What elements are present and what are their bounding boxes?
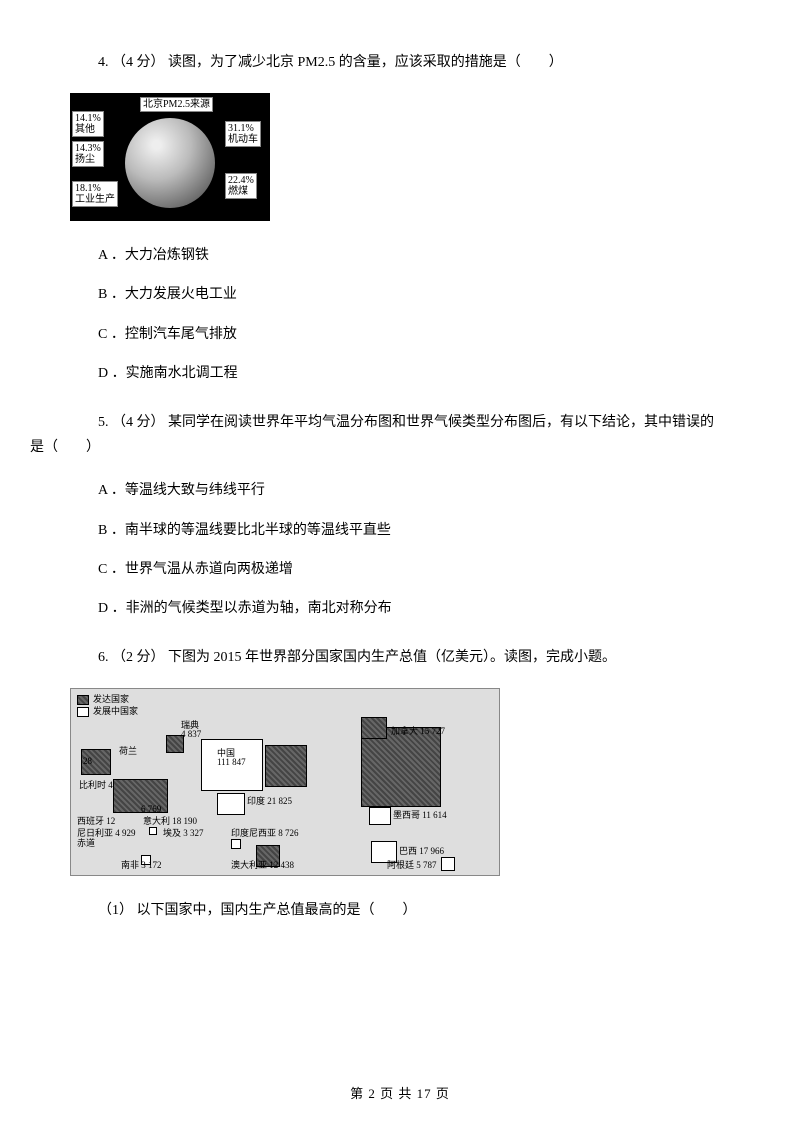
box-sweden: [166, 735, 184, 753]
c-italy: 意大利 18 190: [143, 817, 197, 826]
page-footer: 第 2 页 共 17 页: [0, 1083, 800, 1102]
c-netherlands: 荷兰: [119, 747, 137, 756]
q5-option-c: C ．世界气温从赤道向两极递增: [70, 557, 730, 582]
c-canada: 加拿大 15 727: [391, 727, 445, 736]
legend-label-developing: 发展中国家: [93, 707, 138, 716]
pie-label-4: 22.4%燃煤: [225, 173, 257, 199]
legend-box-developed: [77, 695, 89, 705]
c-brazil: 巴西 17 966: [399, 847, 444, 856]
q6-text: 下图为 2015 年世界部分国家国内生产总值（亿美元）。读图，完成小题。: [168, 650, 616, 665]
c-china: 中国111 847: [217, 749, 246, 767]
q4-stem: 4. （4 分） 读图，为了减少北京 PM2.5 的含量，应该采取的措施是（ ）: [70, 50, 730, 75]
pie-label-0: 14.1%其他: [72, 111, 104, 137]
c-belgium: 比利时 4: [79, 781, 113, 790]
q6-sub1-text: 以下国家中，国内生产总值最高的是（ ）: [137, 903, 417, 918]
pie-title: 北京PM2.5来源: [140, 97, 213, 112]
c-28: 28: [83, 757, 92, 766]
box-japan: [265, 745, 307, 787]
q4-number: 4.: [98, 55, 109, 70]
q4-text: 读图，为了减少北京 PM2.5 的含量，应该采取的措施是（ ）: [168, 55, 563, 70]
c-indonesia: 印度尼西亚 8 726: [231, 829, 299, 838]
pie-label-2: 18.1%工业生产: [72, 181, 118, 207]
question-5: 5. （4 分） 某同学在阅读世界年平均气温分布图和世界气候类型分布图后，有以下…: [70, 410, 730, 621]
c-aus: 澳大利亚 12 438: [231, 861, 294, 870]
c-spain: 西班牙 12: [77, 817, 115, 826]
q4-option-c: C ．控制汽车尾气排放: [70, 322, 730, 347]
question-6: 6. （2 分） 下图为 2015 年世界部分国家国内生产总值（亿美元）。读图，…: [70, 645, 730, 923]
box-canada: [361, 717, 387, 739]
page-number: 第 2 页 共 17 页: [350, 1086, 450, 1101]
q4-option-d: D ．实施南水北调工程: [70, 361, 730, 386]
box-us: [361, 727, 441, 807]
c-argentina: 阿根廷 5 787: [387, 861, 437, 870]
q4-chart: 北京PM2.5来源 14.1%其他 14.3%扬尘 18.1%工业生产 31.1…: [70, 93, 270, 221]
box-nigeria: [149, 827, 157, 835]
pie-label-1: 14.3%扬尘: [72, 141, 104, 167]
pie-label-3: 31.1%机动车: [225, 121, 261, 147]
q5-option-b: B ．南半球的等温线要比北半球的等温线平直些: [70, 518, 730, 543]
c-equator: 赤道: [77, 839, 95, 848]
q6-number: 6.: [98, 650, 109, 665]
q5-number: 5.: [98, 415, 109, 430]
q5-option-a: A ．等温线大致与纬线平行: [70, 478, 730, 503]
q5-stem-line1: 5. （4 分） 某同学在阅读世界年平均气温分布图和世界气候类型分布图后，有以下…: [70, 410, 730, 435]
c-egypt: 埃及 3 327: [163, 829, 204, 838]
q5-text-start: 某同学在阅读世界年平均气温分布图和世界气候类型分布图后，有以下结论，其中错误的: [168, 415, 714, 430]
box-argentina: [441, 857, 455, 871]
q4-points: （4 分）: [112, 55, 165, 70]
q4-option-b: B ．大力发展火电工业: [70, 282, 730, 307]
c-6769: 6 769: [141, 805, 161, 814]
c-mexico: 墨西哥 11 614: [393, 811, 447, 820]
q6-sub1-number: （1）: [98, 903, 133, 918]
q6-sub1: （1） 以下国家中，国内生产总值最高的是（ ）: [70, 898, 730, 923]
q6-points: （2 分）: [112, 650, 165, 665]
box-indonesia: [231, 839, 241, 849]
q5-option-d: D ．非洲的气候类型以赤道为轴，南北对称分布: [70, 596, 730, 621]
q5-points: （4 分）: [112, 415, 165, 430]
q6-stem: 6. （2 分） 下图为 2015 年世界部分国家国内生产总值（亿美元）。读图，…: [70, 645, 730, 670]
pie-sphere: [125, 118, 215, 208]
c-nigeria: 尼日利亚 4 929: [77, 829, 136, 838]
box-mexico: [369, 807, 391, 825]
q6-chart: 发达国家 发展中国家 瑞典4 837 荷兰 28 中国111 847 比利时 4…: [70, 688, 500, 876]
question-4: 4. （4 分） 读图，为了减少北京 PM2.5 的含量，应该采取的措施是（ ）…: [70, 50, 730, 386]
q5-stem-line2: 是（ ）: [30, 435, 730, 460]
legend-box-developing: [77, 707, 89, 717]
c-southafrica: 南非 3 172: [121, 861, 162, 870]
q4-option-a: A ．大力冶炼钢铁: [70, 243, 730, 268]
c-india: 印度 21 825: [247, 797, 292, 806]
box-india: [217, 793, 245, 815]
c-sweden: 瑞典4 837: [181, 721, 201, 739]
legend-label-developed: 发达国家: [93, 695, 129, 704]
